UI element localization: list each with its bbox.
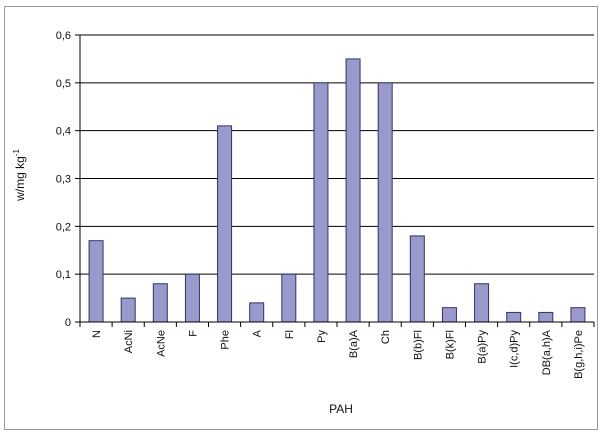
- bar: [409, 235, 425, 323]
- x-tick-label: B(g,h,i)Pe: [573, 330, 585, 379]
- bar: [152, 283, 168, 323]
- x-tick-label: AcNi: [123, 330, 135, 353]
- y-axis-title-superscript: -1: [12, 149, 21, 157]
- y-tick-label: 0,6: [56, 30, 71, 42]
- y-axis-title: w/mg kg-1: [12, 149, 27, 202]
- x-tick-label: A: [252, 329, 264, 337]
- y-tick-label: 0: [65, 317, 71, 329]
- bar: [441, 307, 457, 323]
- bar: [120, 297, 136, 323]
- x-tick-label: B(k)Fl: [444, 330, 456, 359]
- x-tick-label: Ch: [380, 330, 392, 344]
- x-tick-label: Fl: [284, 330, 296, 339]
- bar: [88, 240, 104, 323]
- x-tick-labels: N AcNi AcNe F Phe A Fl Py B(a)A Ch B(b)Fl B(k)Fl B(a…: [91, 329, 585, 379]
- bar: [217, 125, 233, 323]
- bar: [474, 283, 490, 323]
- y-tick-label: 0,5: [56, 78, 71, 90]
- bar: [377, 82, 393, 323]
- y-tick-label: 0,3: [56, 174, 71, 186]
- x-tick-label: DB(a,h)A: [541, 329, 553, 375]
- bar: [506, 311, 522, 323]
- x-tick-label: I(c,d)Py: [509, 330, 521, 368]
- y-tick-label: 0,4: [56, 126, 71, 138]
- x-tick-label: AcNe: [155, 330, 167, 357]
- bar: [345, 58, 361, 323]
- x-tick-label: B(b)Fl: [412, 330, 424, 360]
- x-tick-label: F: [187, 330, 199, 337]
- bar: [184, 273, 200, 323]
- bar: [538, 311, 554, 323]
- bars: [88, 58, 586, 323]
- y-tick-label: 0,2: [56, 221, 71, 233]
- x-axis-title: PAH: [329, 402, 353, 416]
- bar: [313, 82, 329, 323]
- y-tick-labels: 0 0,1 0,2 0,3 0,4 0,5 0,6: [56, 30, 71, 329]
- x-tick-label: N: [91, 330, 103, 338]
- bar: [570, 307, 586, 323]
- x-tick-label: B(a)Py: [477, 330, 489, 364]
- bar: [249, 302, 265, 323]
- x-tick-label: B(a)A: [348, 329, 360, 358]
- x-tick-label: Phe: [220, 330, 232, 350]
- axes: [79, 35, 594, 323]
- y-tick-label: 0,1: [56, 269, 71, 281]
- gridlines: [75, 34, 595, 327]
- x-tick-label: Py: [316, 330, 328, 343]
- chart-frame: [4, 6, 598, 430]
- y-axis-title-main: w/mg kg: [13, 156, 27, 202]
- bar: [281, 273, 297, 323]
